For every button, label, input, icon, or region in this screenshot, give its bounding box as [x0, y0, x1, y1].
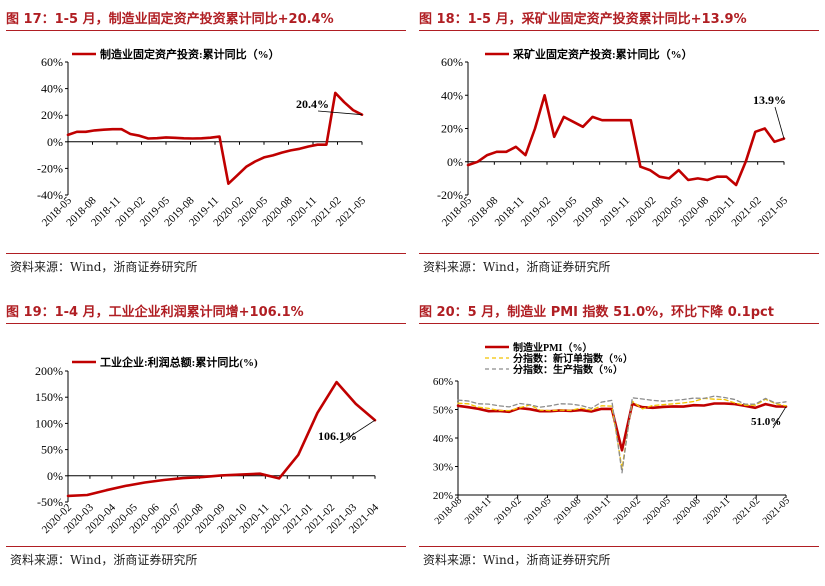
x-tick-label: 2021-02 [731, 495, 762, 526]
annotation-leader [772, 406, 787, 429]
y-tick-label: 20% [41, 108, 63, 122]
y-tick-label: 30% [433, 462, 453, 474]
series-line-1 [456, 402, 788, 452]
legend-label: 制造业PMI（%） [513, 341, 592, 354]
series-line-1 [466, 94, 786, 187]
chart-source: 资料来源：Wind，浙商证券研究所 [423, 260, 611, 274]
title-divider [419, 323, 819, 324]
x-tick-label: 2020-05 [641, 495, 672, 526]
legend-label: 分指数：新订单指数（%） [513, 352, 633, 365]
series-line-1 [66, 380, 377, 498]
x-tick-label: 2021-05 [756, 194, 791, 229]
chart-title: 图 17：1-5 月，制造业固定资产投资累计同比+20.4% [6, 12, 334, 27]
chart-panel-3: 图 19：1-4 月，工业企业利润累计同增+106.1% 200% 150% 100… [0, 293, 412, 586]
y-tick-label: 20% [441, 122, 463, 136]
y-tick-label: 60% [441, 55, 463, 69]
x-tick-label: 2020-11 [701, 495, 732, 526]
title-divider [6, 30, 406, 31]
annotation-leader [317, 110, 363, 116]
chart-source: 资料来源：Wind，浙商证券研究所 [423, 553, 611, 567]
chart-title: 图 19：1-4 月，工业企业利润累计同增+106.1% [6, 305, 304, 320]
series-line-1 [66, 91, 364, 185]
chart-title: 图 18：1-5 月，采矿业固定资产投资累计同比+13.9% [419, 12, 747, 27]
legend-label: 工业企业:利润总额:累计同比(%) [100, 355, 258, 369]
chart-panel-1: 图 17：1-5 月，制造业固定资产投资累计同比+20.4% 60% 40% 20%… [0, 0, 412, 293]
series-line-3 [457, 395, 787, 474]
y-tick-label: 100% [35, 416, 63, 430]
annotation-label: 51.0% [751, 416, 781, 428]
source-divider [6, 253, 406, 254]
x-tick-label: 2019-08 [552, 495, 583, 526]
annotation-label: 13.9% [753, 93, 786, 107]
title-divider [6, 323, 406, 324]
title-divider [419, 30, 819, 31]
y-tick-label: -40% [37, 188, 63, 202]
annotation-label: 20.4% [296, 97, 329, 111]
source-divider [419, 546, 819, 547]
annotation-leader [339, 419, 376, 444]
x-tick-label: 2018-11 [463, 495, 494, 526]
legend-label: 制造业固定资产投资:累计同比（%） [100, 47, 280, 61]
chart-panel-2: 图 18：1-5 月，采矿业固定资产投资累计同比+13.9% 60% 40% 20%… [413, 0, 825, 293]
y-tick-label: 40% [441, 88, 463, 102]
chart-svg: 200%150%100%50%0%-50%2020-022020-032020-… [35, 355, 381, 536]
y-tick-label: 60% [41, 55, 63, 69]
annotation-leader [774, 106, 785, 139]
y-tick-label: 40% [41, 82, 63, 96]
chart-svg: 60%40%20%0%-20%-40%2018-052018-082018-11… [37, 47, 368, 229]
x-tick-label: 2021-05 [761, 495, 792, 526]
chart-svg: 60%50%40%30%20%2018-082018-112019-022019… [433, 341, 792, 527]
y-tick-label: 0% [447, 155, 463, 169]
x-tick-label: 2020-02 [612, 495, 643, 526]
y-tick-label: -20% [37, 161, 63, 175]
legend-label: 分指数：生产指数（%） [513, 363, 623, 376]
series-line-2 [457, 397, 787, 470]
chart-source: 资料来源：Wind，浙商证券研究所 [10, 553, 198, 567]
y-tick-label: 200% [35, 364, 63, 378]
y-tick-label: 0% [47, 469, 63, 483]
y-tick-label: -20% [437, 188, 463, 202]
y-tick-label: 0% [47, 135, 63, 149]
x-tick-label: 2020-08 [671, 495, 702, 526]
chart-panel-4: 图 20：5 月，制造业 PMI 指数 51.0%，环比下降 0.1pct 60… [413, 293, 825, 586]
chart-source: 资料来源：Wind，浙商证券研究所 [10, 260, 198, 274]
y-tick-label: 60% [433, 376, 453, 388]
y-tick-label: 40% [433, 433, 453, 445]
legend-label: 采矿业固定资产投资:累计同比（%） [512, 47, 693, 61]
y-tick-label: -50% [37, 495, 63, 509]
source-divider [6, 546, 406, 547]
chart-svg: 60%40%20%0%-20%2018-052018-082018-112019… [437, 47, 791, 229]
y-tick-label: 20% [433, 490, 453, 502]
y-tick-label: 150% [35, 390, 63, 404]
x-tick-label: 2019-02 [492, 495, 523, 526]
annotation-label: 106.1% [318, 429, 357, 443]
chart-title: 图 20：5 月，制造业 PMI 指数 51.0%，环比下降 0.1pct [419, 305, 774, 320]
x-tick-label: 2019-05 [522, 495, 553, 526]
y-tick-label: 50% [433, 405, 453, 417]
y-tick-label: 50% [41, 443, 63, 457]
x-tick-label: 2019-11 [582, 495, 613, 526]
source-divider [419, 253, 819, 254]
